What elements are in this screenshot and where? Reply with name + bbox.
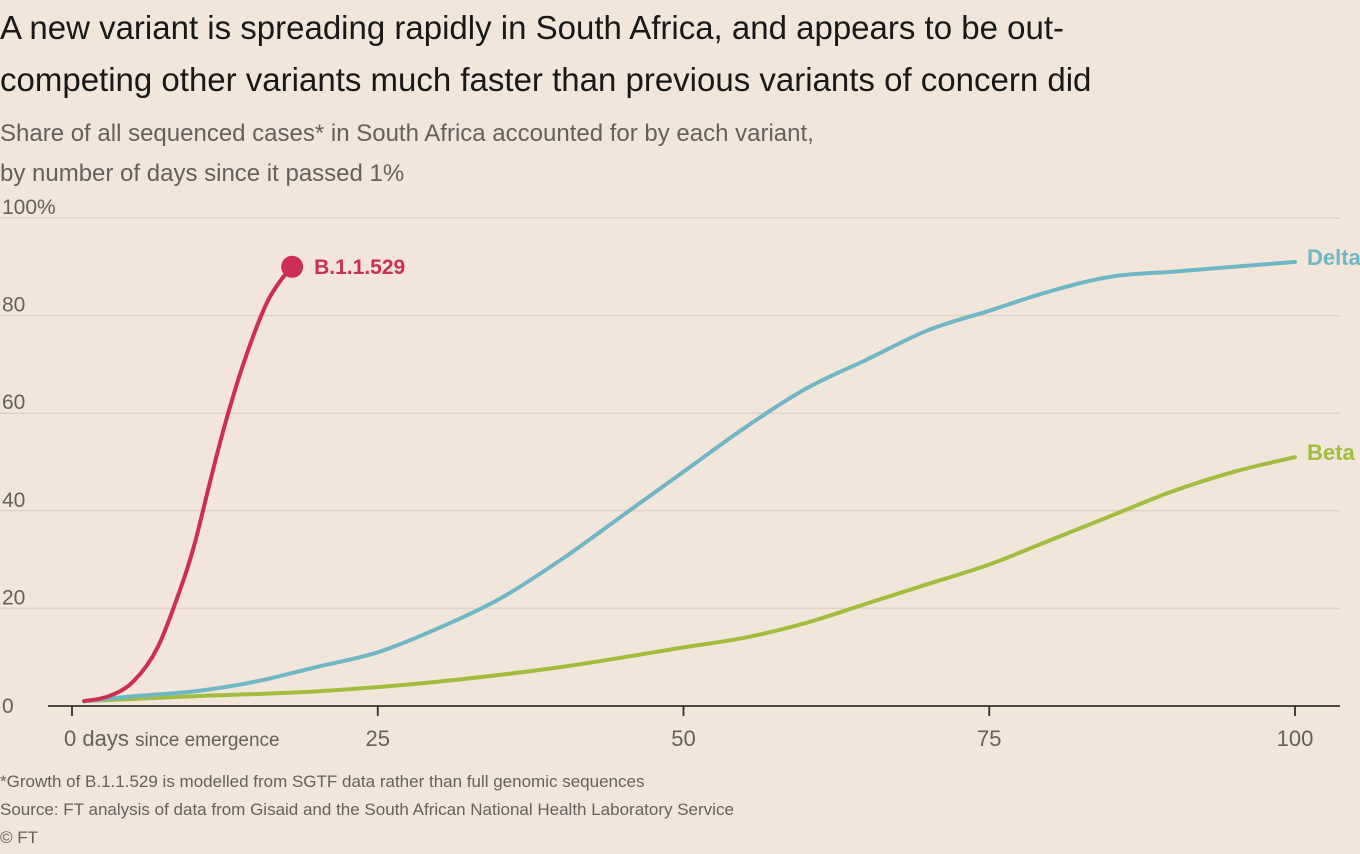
series-line-beta [82,455,1297,704]
y-tick-label: 60 [2,391,25,414]
x-axis: 0 days since emergence 25 50 75 100 [48,705,1340,751]
footnote: *Growth of B.1.1.529 is modelled from SG… [0,772,645,791]
chart-subtitle: Share of all sequenced cases* in South A… [0,120,814,187]
credit: © FT [0,828,39,847]
series-label-delta: Delta [1307,245,1360,270]
series-line-delta [82,259,1297,704]
series-label-beta: Beta [1307,440,1355,465]
x-tick-label: 50 [671,726,695,751]
y-tick-label: 100% [2,196,56,219]
x-tick-label: 25 [366,726,390,751]
series-end-marker-b-1-1-529 [281,255,304,278]
x-tick-label: 75 [977,726,1001,751]
y-tick-label: 80 [2,294,25,317]
y-tick-label: 20 [2,586,25,609]
series-label-b-1-1-529: B.1.1.529 [314,256,405,279]
y-axis-ticks: 100% 80 60 40 20 0 [2,196,56,718]
series-lines [82,255,1297,704]
y-tick-label: 0 [2,695,14,718]
series-line-b-1-1-529 [82,264,295,704]
x-tick-label: 0 days since emergence [64,726,280,751]
grid-lines [0,217,1340,610]
source-note: Source: FT analysis of data from Gisaid … [0,800,734,819]
series-labels: Beta Delta B.1.1.529 [314,245,1360,465]
y-tick-label: 40 [2,489,25,512]
x-tick-label: 100 [1277,726,1314,751]
chart-title: A new variant is spreading rapidly in So… [0,9,1092,98]
